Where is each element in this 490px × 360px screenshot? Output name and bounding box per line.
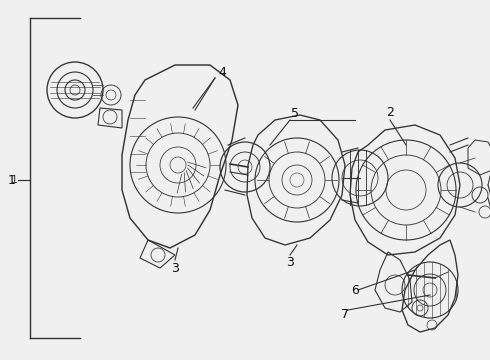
Text: 1: 1 bbox=[10, 175, 18, 185]
Text: 1: 1 bbox=[8, 174, 16, 186]
Text: 3: 3 bbox=[286, 256, 294, 269]
Text: 5: 5 bbox=[291, 107, 299, 120]
Text: 3: 3 bbox=[171, 261, 179, 274]
Text: 6: 6 bbox=[351, 284, 359, 297]
Text: 4: 4 bbox=[218, 66, 226, 78]
Text: 2: 2 bbox=[386, 105, 394, 118]
Text: 7: 7 bbox=[341, 309, 349, 321]
